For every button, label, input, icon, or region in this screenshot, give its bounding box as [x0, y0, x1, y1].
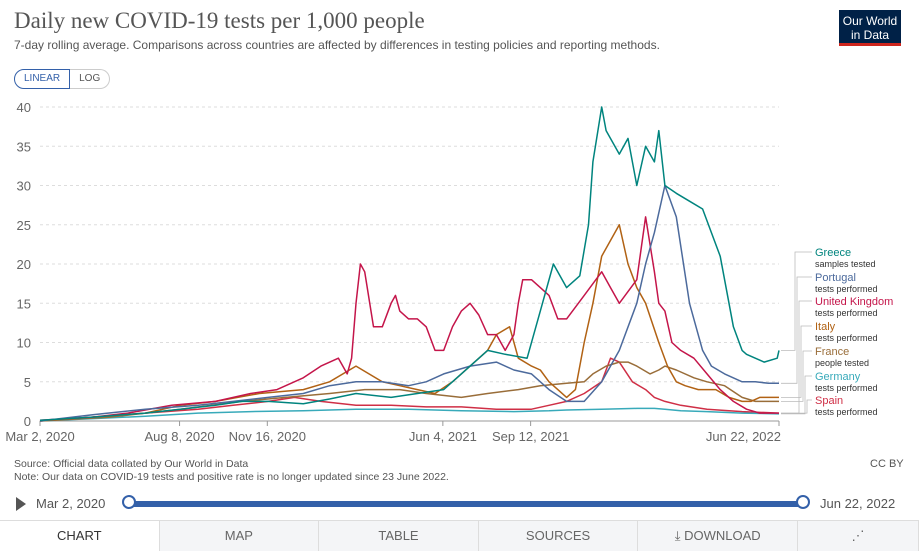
- tab-chart[interactable]: CHART: [0, 521, 160, 551]
- legend-unit: tests performed: [815, 308, 878, 318]
- legend-label[interactable]: United Kingdom: [815, 296, 893, 308]
- series-line-italy[interactable]: [39, 224, 779, 422]
- source-text: Source: Official data collated by Our Wo…: [14, 458, 249, 470]
- share-icon: ⋰: [851, 528, 865, 543]
- legend-label[interactable]: Spain: [815, 395, 843, 407]
- legend-connector: [781, 276, 812, 384]
- play-icon[interactable]: [16, 497, 26, 511]
- x-tick-label: Mar 2, 2020: [5, 429, 74, 444]
- series-line-portugal[interactable]: [39, 184, 779, 422]
- x-tick-label: Jun 22, 2022: [706, 429, 781, 444]
- timeline-end-handle[interactable]: [796, 495, 810, 509]
- y-tick-label: 15: [17, 296, 31, 311]
- series-line-france[interactable]: [39, 361, 779, 422]
- legend-unit: people tested: [815, 358, 869, 368]
- note-text: Note: Our data on COVID-19 tests and pos…: [14, 471, 449, 483]
- y-tick-label: 20: [17, 257, 31, 272]
- y-tick-label: 5: [24, 375, 31, 390]
- timeline-start-handle[interactable]: [122, 495, 136, 509]
- series-line-united-kingdom[interactable]: [39, 216, 779, 421]
- linear-scale-button[interactable]: LINEAR: [14, 69, 71, 89]
- legend-connector: [781, 375, 812, 415]
- download-icon: ⤓: [674, 528, 685, 543]
- legend-unit: tests performed: [815, 407, 878, 417]
- x-tick-label: Nov 16, 2020: [229, 429, 306, 444]
- y-tick-label: 10: [17, 336, 31, 351]
- timeline-start-label: Mar 2, 2020: [36, 496, 106, 511]
- legend-connector: [781, 350, 812, 402]
- x-tick-label: Jun 4, 2021: [409, 429, 477, 444]
- y-tick-label: 30: [17, 179, 31, 194]
- legend-connector: [781, 251, 812, 351]
- log-scale-button[interactable]: LOG: [70, 69, 111, 89]
- share-button[interactable]: ⋰: [797, 521, 919, 551]
- legend-unit: tests performed: [815, 284, 878, 294]
- x-tick-label: Aug 8, 2020: [144, 429, 214, 444]
- series-line-greece[interactable]: [39, 106, 780, 421]
- tab-table[interactable]: TABLE: [319, 521, 479, 551]
- tab-download[interactable]: ⤓ DOWNLOAD: [638, 521, 798, 551]
- chart-subtitle: 7-day rolling average. Comparisons acros…: [14, 38, 660, 52]
- legend-label[interactable]: Greece: [815, 247, 851, 259]
- timeline: Mar 2, 2020 Jun 22, 2022: [14, 492, 904, 516]
- y-tick-label: 40: [17, 100, 31, 115]
- legend-unit: tests performed: [815, 333, 878, 343]
- x-tick-label: Sep 12, 2021: [492, 429, 569, 444]
- tab-download-label: DOWNLOAD: [684, 528, 761, 543]
- scale-toggle: LINEAR LOG: [14, 69, 111, 89]
- timeline-track[interactable]: [129, 501, 803, 507]
- logo-line-2: in Data: [850, 28, 890, 42]
- license-link[interactable]: CC BY: [870, 458, 904, 470]
- line-chart: 0 5 10 15 20 25 30 35 40 Mar 2, 2020 Aug 8, 2020 N…: [5, 100, 893, 444]
- owid-logo[interactable]: Our World in Data: [839, 10, 901, 46]
- legend-label[interactable]: Germany: [815, 371, 861, 383]
- legend-unit: tests performed: [815, 383, 878, 393]
- legend-label[interactable]: France: [815, 346, 849, 358]
- series-line-spain[interactable]: [39, 357, 780, 422]
- tab-bar: CHART MAP TABLE SOURCES ⤓ DOWNLOAD ⋰: [0, 520, 919, 551]
- legend-connector: [781, 300, 812, 414]
- logo-line-1: Our World: [842, 14, 898, 28]
- tab-map[interactable]: MAP: [159, 521, 320, 551]
- chart-title: Daily new COVID-19 tests per 1,000 peopl…: [14, 8, 425, 33]
- timeline-end-label: Jun 22, 2022: [820, 496, 896, 511]
- chart-source: Source: Official data collated by Our Wo…: [14, 458, 449, 484]
- y-tick-label: 35: [17, 139, 31, 154]
- y-tick-label: 0: [24, 414, 31, 429]
- y-tick-label: 25: [17, 218, 31, 233]
- series-line-germany[interactable]: [39, 407, 780, 422]
- legend-label[interactable]: Italy: [815, 321, 836, 333]
- legend-connector: [781, 399, 812, 414]
- legend-connector: [781, 325, 812, 398]
- legend-unit: samples tested: [815, 259, 876, 269]
- tab-sources[interactable]: SOURCES: [478, 521, 639, 551]
- legend-label[interactable]: Portugal: [815, 272, 856, 284]
